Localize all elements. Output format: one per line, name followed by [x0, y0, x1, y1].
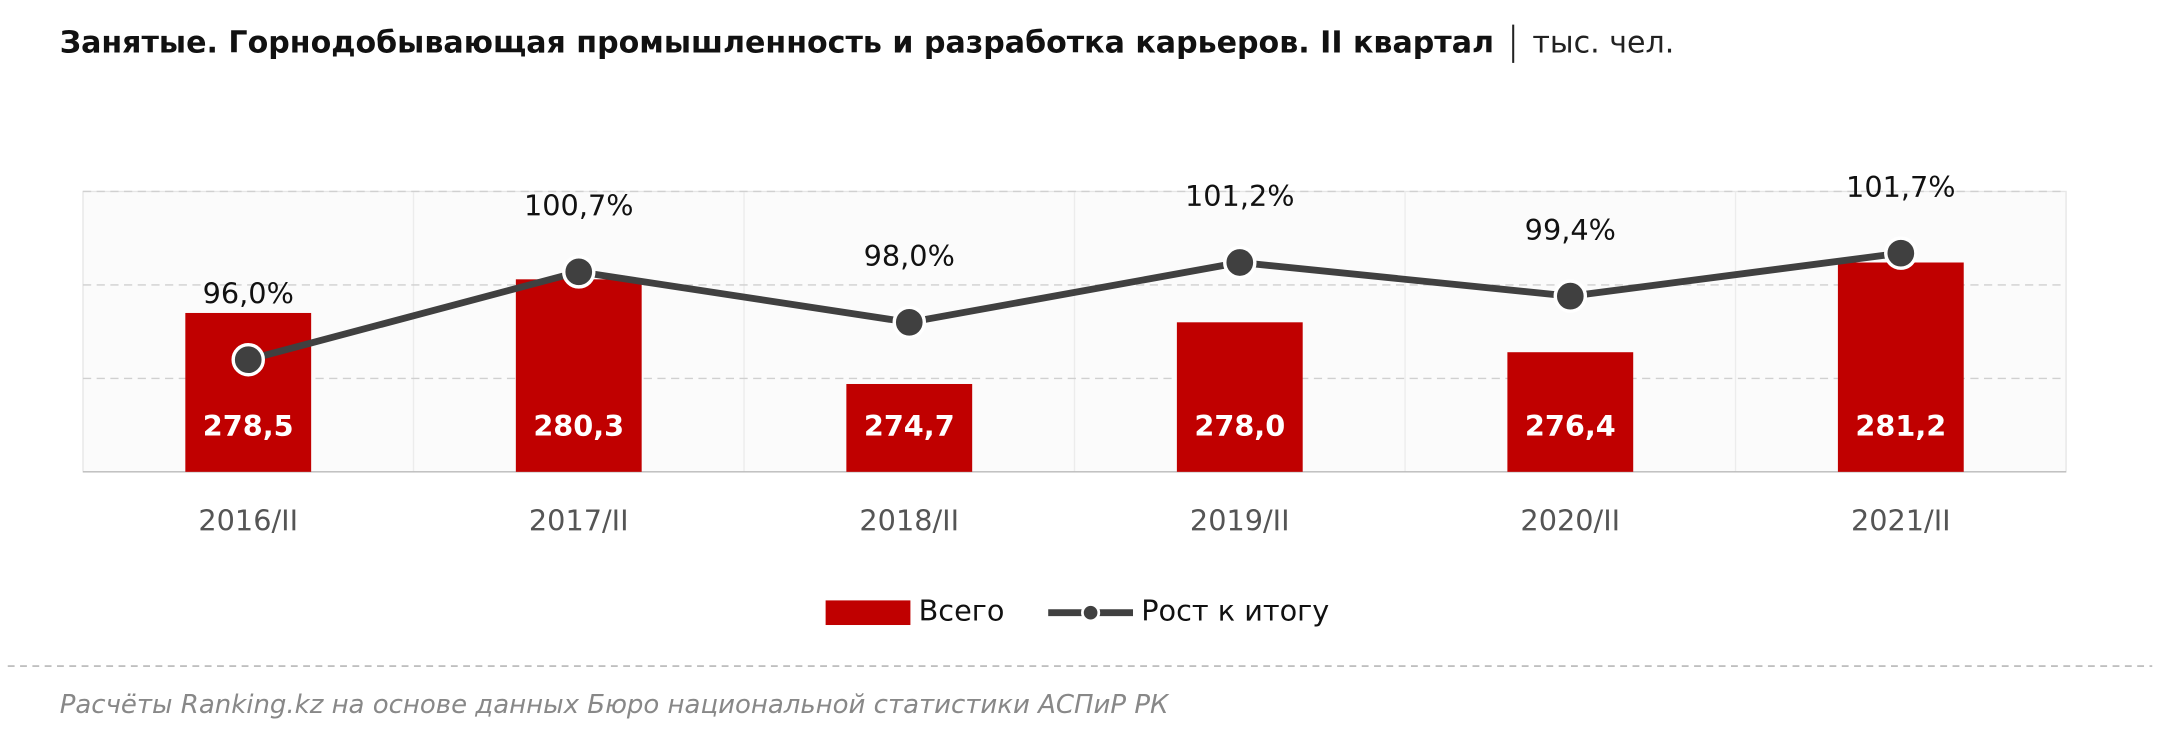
x-tick-label: 2016/II: [198, 503, 298, 537]
bar-label: 278,5: [203, 409, 294, 443]
line-label: 101,7%: [1846, 170, 1956, 204]
line-label: 101,2%: [1185, 179, 1295, 213]
chart-title: Занятые. Горнодобывающая промышленность …: [60, 25, 1494, 60]
source: Расчёты Ranking.kz на основе данных Бюро…: [60, 690, 1170, 720]
line-marker: [562, 255, 596, 289]
bar-label: 274,7: [864, 409, 955, 443]
line-marker: [1884, 236, 1918, 270]
legend-swatch: [825, 600, 911, 626]
bar: [185, 312, 312, 472]
bar: [1176, 322, 1303, 472]
legend-swatch: [1081, 603, 1101, 623]
line-marker: [1553, 279, 1588, 313]
bar-label: 278,0: [1194, 409, 1285, 443]
bar-label: 280,3: [533, 409, 624, 443]
chart-subtitle: тыс. чел.: [1532, 25, 1674, 60]
line-marker: [892, 305, 927, 340]
bar: [1837, 262, 1964, 472]
x-tick-label: 2017/II: [529, 503, 629, 537]
line-label: 98,0%: [864, 239, 955, 273]
x-tick-label: 2021/II: [1851, 503, 1951, 537]
line-label: 99,4%: [1525, 213, 1616, 247]
x-tick-label: 2018/II: [859, 503, 959, 537]
line-marker: [231, 342, 265, 377]
bar: [515, 279, 642, 472]
legend-label: Рост к итогу: [1141, 594, 1329, 628]
line: [247, 249, 1902, 363]
bar: [1507, 352, 1634, 472]
x-tick-label: 2020/II: [1520, 503, 1620, 537]
bar-label: 281,2: [1855, 409, 1946, 443]
bar: [846, 383, 973, 472]
line-label: 100,7%: [524, 189, 634, 223]
line-marker: [1223, 245, 1257, 280]
line-label: 96,0%: [203, 276, 294, 310]
x-tick-label: 2019/II: [1190, 503, 1290, 537]
legend-label: Всего: [919, 594, 1005, 628]
bar-label: 276,4: [1525, 409, 1616, 443]
